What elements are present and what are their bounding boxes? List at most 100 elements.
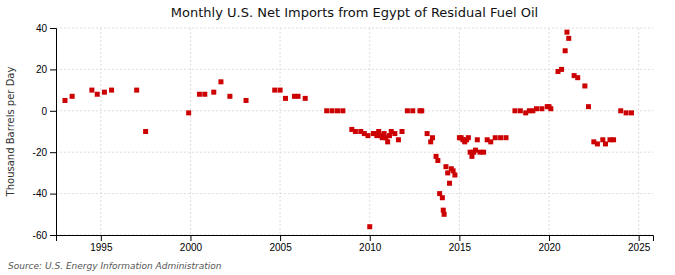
point	[102, 90, 107, 95]
point	[443, 164, 448, 169]
x-tick-label: 2000	[180, 242, 203, 253]
x-tick-mark	[459, 235, 460, 241]
plot-area: 1995200020052010201520202025-60-40-20020…	[33, 23, 654, 253]
x-tick-label: 2010	[359, 242, 382, 253]
annotation: Source: U.S. Energy Information Administ…	[8, 261, 222, 271]
point	[452, 172, 457, 177]
point	[611, 137, 616, 142]
point	[143, 129, 148, 134]
y-tick: 40	[36, 23, 56, 34]
point	[410, 108, 415, 113]
point	[435, 158, 440, 163]
point	[481, 150, 486, 155]
y-tick: -60	[33, 230, 56, 241]
y-tick: -40	[33, 188, 56, 199]
point	[425, 131, 430, 136]
point	[400, 129, 405, 134]
point	[218, 79, 223, 84]
point	[227, 94, 232, 99]
x-axis-line	[57, 236, 654, 242]
point	[498, 135, 503, 140]
point	[566, 36, 571, 41]
point	[518, 108, 523, 113]
point	[419, 108, 424, 113]
x-axis: 1995200020052010201520202025	[57, 235, 654, 253]
y-tick-mark	[50, 69, 56, 70]
grid-line-x	[369, 28, 370, 235]
x-tick: 2025	[628, 235, 651, 253]
y-tick-label: 40	[36, 23, 48, 34]
x-tick-mark	[639, 235, 640, 241]
y-tick-mark	[50, 235, 56, 236]
point	[534, 106, 539, 111]
y-tick: 20	[36, 64, 56, 75]
y-tick-mark	[50, 194, 56, 195]
point	[296, 94, 301, 99]
point	[330, 108, 335, 113]
grid-line-x	[100, 28, 101, 235]
y-axis: -60 -40 -20 0 20 40	[33, 23, 57, 241]
point	[539, 106, 544, 111]
y-tick-label: -40	[33, 188, 48, 199]
point	[603, 141, 608, 146]
grid-line-x	[190, 28, 191, 235]
point	[197, 92, 202, 97]
chart-svg: 1995200020052010201520202025-60-40-20020…	[0, 0, 675, 275]
point	[586, 104, 591, 109]
point	[473, 148, 478, 153]
point	[512, 108, 517, 113]
point	[466, 135, 471, 140]
points	[62, 30, 634, 230]
x-tick: 2020	[538, 235, 561, 253]
y-tick: 0	[41, 106, 56, 117]
point	[134, 88, 139, 93]
point	[109, 88, 114, 93]
grid-line-x	[638, 28, 639, 235]
point	[563, 48, 568, 53]
y-tick-label: 20	[36, 64, 48, 75]
point	[95, 92, 100, 97]
x-tick-mark	[370, 235, 371, 241]
point	[440, 195, 445, 200]
x-tick: 2000	[180, 235, 203, 253]
point	[70, 94, 75, 99]
chart-container: 1995200020052010201520202025-60-40-20020…	[0, 0, 675, 275]
x-tick-mark	[549, 235, 550, 241]
point	[442, 212, 447, 217]
grid	[56, 28, 653, 235]
point	[624, 110, 629, 115]
y-tick-mark	[50, 152, 56, 153]
x-tick-label: 1995	[90, 242, 113, 253]
point	[186, 110, 191, 115]
point	[353, 129, 358, 134]
point	[564, 30, 569, 35]
point	[367, 224, 372, 229]
point	[430, 135, 435, 140]
grid-line-x	[280, 28, 281, 235]
y-tick: -20	[33, 147, 56, 158]
point	[503, 135, 508, 140]
grid-line-x	[459, 28, 460, 235]
x-tick: 2010	[359, 235, 382, 253]
point	[89, 88, 94, 93]
point	[595, 141, 600, 146]
grid-line-y	[56, 110, 653, 111]
point	[385, 139, 390, 144]
point	[303, 96, 308, 101]
point	[335, 108, 340, 113]
y-tick-label: -20	[33, 147, 48, 158]
point	[365, 133, 370, 138]
x-tick-label: 2015	[449, 242, 472, 253]
grid-line-y	[56, 28, 653, 29]
x-tick: 1995	[90, 235, 113, 253]
point	[559, 67, 564, 72]
y-axis-line	[50, 29, 57, 236]
grid-line-y	[56, 152, 653, 153]
point	[575, 75, 580, 80]
point	[244, 98, 249, 103]
point	[447, 181, 452, 186]
y-tick-mark	[50, 111, 56, 112]
x-tick-mark	[280, 235, 281, 241]
point	[324, 108, 329, 113]
y-tick-mark	[50, 28, 56, 29]
